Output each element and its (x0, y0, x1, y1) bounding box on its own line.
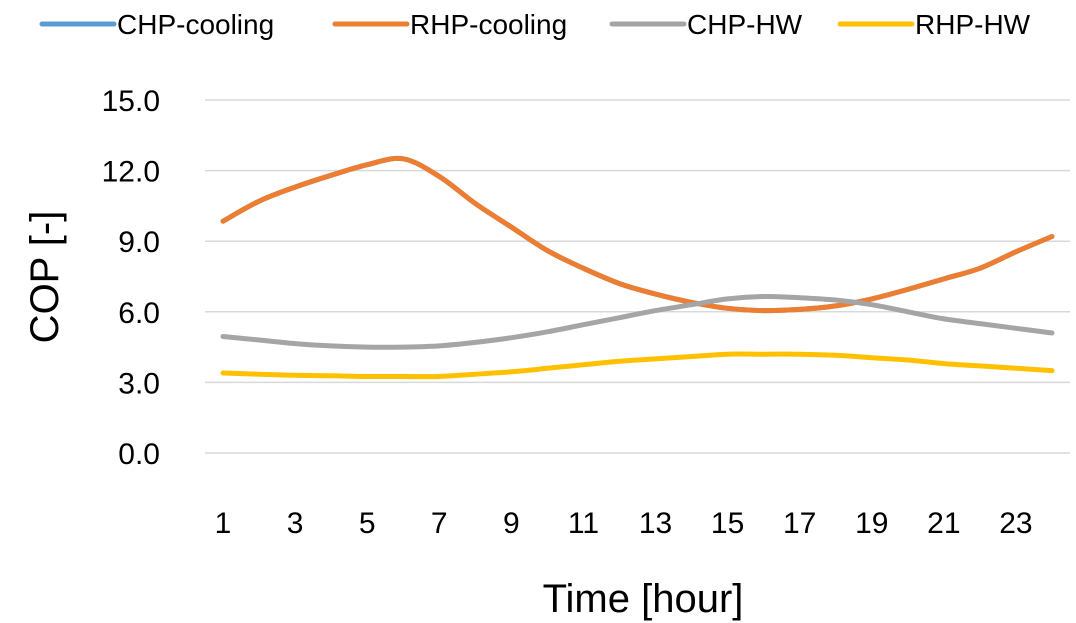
x-tick-label: 17 (783, 507, 816, 540)
series-line-rhp-cooling (220, 155, 1055, 314)
y-tick-label: 6.0 (118, 297, 160, 330)
x-tick-label: 21 (927, 507, 960, 540)
x-tick-label: 3 (287, 507, 304, 540)
x-axis-title: Time [hour] (543, 577, 744, 621)
series-line-chp-hw (220, 293, 1055, 350)
x-tick-label: 7 (431, 507, 448, 540)
x-tick-label: 5 (359, 507, 376, 540)
legend-label-rhp-hw: RHP-HW (915, 9, 1031, 40)
series-layer (220, 155, 1055, 380)
y-tick-label: 12.0 (102, 156, 160, 189)
legend-label-chp-hw: CHP-HW (687, 9, 803, 40)
x-tick-label: 19 (855, 507, 888, 540)
y-tick-label: 15.0 (102, 85, 160, 118)
legend-label-chp-cooling: CHP-cooling (117, 9, 274, 40)
legend: CHP-cooling RHP-cooling CHP-HW RHP-HW (39, 9, 1031, 40)
x-tick-label: 1 (215, 507, 232, 540)
x-tick-label: 13 (639, 507, 672, 540)
y-axis-title: COP [-] (23, 211, 67, 344)
y-tick-label: 3.0 (118, 367, 160, 400)
gridlines (205, 99, 1070, 454)
y-tick-label: 0.0 (118, 438, 160, 471)
x-tick-label: 23 (999, 507, 1032, 540)
legend-label-rhp-cooling: RHP-cooling (410, 9, 567, 40)
x-tick-label: 15 (711, 507, 744, 540)
y-axis-ticks: 0.0 3.0 6.0 9.0 12.0 15.0 (102, 85, 160, 471)
x-tick-label: 11 (568, 507, 599, 540)
y-tick-label: 9.0 (118, 226, 160, 259)
x-tick-label: 9 (503, 507, 520, 540)
series-line-rhp-hw (220, 351, 1055, 380)
x-axis-ticks: 1 3 5 7 9 11 13 15 17 19 21 23 (215, 507, 1033, 540)
